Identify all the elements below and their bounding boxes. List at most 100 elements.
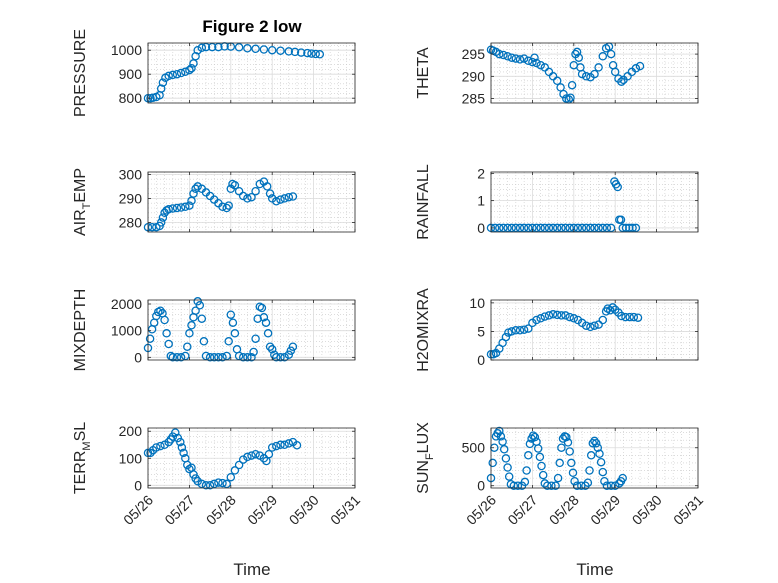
data-point bbox=[284, 192, 294, 202]
data-point bbox=[567, 458, 576, 468]
data-point bbox=[495, 223, 504, 233]
data-point bbox=[238, 353, 248, 362]
y-tick-label: 0 bbox=[477, 478, 485, 494]
y-tick-label: 295 bbox=[462, 46, 486, 62]
data-point bbox=[267, 443, 277, 452]
data-point bbox=[515, 223, 525, 233]
data-point bbox=[496, 432, 506, 441]
data-point bbox=[251, 44, 260, 54]
data-point bbox=[544, 311, 554, 320]
y-tick-label: 100 bbox=[119, 450, 143, 466]
data-point bbox=[598, 467, 608, 477]
y-axis-label-rainfall: RAINFALL bbox=[415, 164, 432, 240]
data-point bbox=[230, 180, 240, 190]
data-point bbox=[265, 342, 275, 351]
data-point bbox=[307, 49, 316, 58]
data-point bbox=[191, 184, 200, 194]
data-point bbox=[243, 194, 252, 203]
data-point bbox=[557, 223, 566, 233]
data-point bbox=[552, 223, 562, 233]
data-point bbox=[557, 443, 566, 452]
data-point bbox=[243, 452, 252, 462]
data-point bbox=[179, 448, 188, 458]
data-point bbox=[548, 310, 558, 319]
data-point bbox=[243, 353, 252, 362]
data-point bbox=[209, 353, 219, 362]
data-point bbox=[176, 437, 185, 447]
data-point bbox=[272, 353, 281, 362]
plot-area bbox=[148, 300, 355, 360]
data-point bbox=[280, 353, 289, 362]
y-tick-label: 2000 bbox=[111, 296, 142, 312]
data-point bbox=[288, 192, 298, 201]
data-point bbox=[158, 78, 168, 87]
series-markers-sun_flux bbox=[486, 426, 627, 490]
series-markers-rainfall bbox=[486, 177, 641, 233]
data-point bbox=[230, 329, 240, 338]
series-markers-terr_msl bbox=[143, 428, 302, 490]
data-point bbox=[276, 353, 285, 362]
data-point bbox=[251, 449, 260, 459]
y-tick-label: 5 bbox=[477, 323, 485, 339]
data-point bbox=[262, 182, 272, 191]
data-point bbox=[602, 481, 612, 490]
data-point bbox=[543, 481, 552, 490]
data-point bbox=[635, 61, 645, 71]
data-point bbox=[288, 342, 298, 351]
data-point bbox=[625, 312, 634, 322]
axes-box bbox=[490, 299, 699, 361]
data-point bbox=[226, 310, 236, 319]
data-point bbox=[247, 192, 256, 202]
data-point bbox=[519, 223, 529, 233]
data-point bbox=[501, 454, 511, 463]
data-point bbox=[606, 223, 616, 233]
y-tick-label: 0 bbox=[134, 349, 142, 365]
data-point bbox=[561, 223, 570, 233]
data-point bbox=[616, 215, 626, 224]
data-point bbox=[528, 57, 537, 67]
data-point bbox=[172, 203, 182, 213]
data-point bbox=[193, 45, 202, 55]
data-point bbox=[532, 58, 541, 68]
data-point bbox=[613, 182, 622, 192]
axes-box bbox=[490, 427, 699, 489]
axes-box bbox=[147, 171, 356, 233]
data-point bbox=[577, 223, 587, 233]
data-point bbox=[224, 201, 233, 210]
data-point bbox=[218, 202, 227, 212]
data-point bbox=[509, 481, 519, 490]
data-point bbox=[234, 186, 244, 196]
data-point bbox=[160, 315, 169, 325]
data-point bbox=[247, 353, 256, 362]
data-point bbox=[503, 223, 512, 233]
data-point bbox=[507, 327, 516, 336]
data-point bbox=[530, 432, 540, 442]
data-point bbox=[503, 463, 512, 472]
axes-box bbox=[490, 171, 699, 233]
data-point bbox=[276, 46, 285, 55]
data-point bbox=[610, 67, 620, 77]
data-point bbox=[595, 449, 604, 459]
y-axis-label-sun_flux: SUNFLUX bbox=[415, 422, 436, 494]
data-point bbox=[168, 353, 178, 362]
data-point bbox=[172, 69, 182, 79]
data-point bbox=[267, 45, 277, 55]
data-point bbox=[608, 303, 617, 312]
data-point bbox=[623, 72, 632, 81]
data-point bbox=[590, 436, 599, 446]
data-point bbox=[253, 314, 262, 323]
data-point bbox=[255, 302, 265, 311]
data-point bbox=[214, 42, 223, 52]
data-point bbox=[189, 470, 198, 479]
data-point bbox=[197, 314, 207, 323]
data-point bbox=[286, 346, 296, 355]
subplot-h2omixra: 0 5 10 H2OMIXRA bbox=[415, 288, 699, 372]
data-point bbox=[488, 458, 497, 468]
data-point bbox=[617, 77, 626, 86]
data-point bbox=[499, 445, 509, 454]
data-point bbox=[243, 44, 252, 53]
data-point bbox=[598, 315, 608, 325]
data-point bbox=[562, 432, 571, 442]
data-point bbox=[600, 476, 609, 486]
